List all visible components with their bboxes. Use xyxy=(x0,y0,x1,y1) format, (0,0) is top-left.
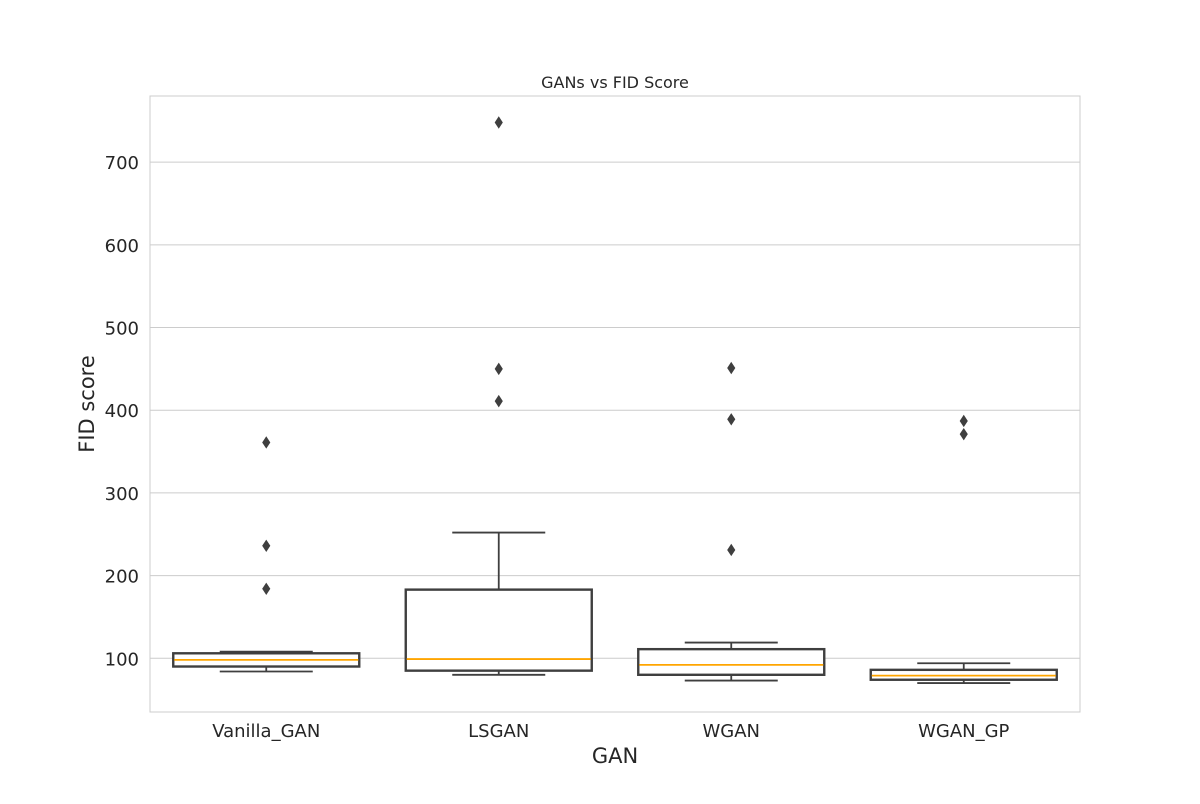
outlier-point xyxy=(959,414,968,428)
box-layer xyxy=(172,116,1058,684)
box-group xyxy=(404,116,593,676)
x-tick-label: Vanilla_GAN xyxy=(212,721,320,742)
outlier-point xyxy=(494,116,503,129)
x-tick-label: WGAN xyxy=(702,721,760,742)
box-body xyxy=(637,647,826,676)
outlier-point xyxy=(727,361,736,375)
box-body xyxy=(404,588,593,672)
y-tick-label: 500 xyxy=(105,319,139,340)
outlier-point xyxy=(727,543,736,557)
grid-layer xyxy=(150,161,1080,659)
x-tick-labels: Vanilla_GAN LSGAN WGAN WGAN_GP xyxy=(212,721,1009,742)
outlier-point xyxy=(959,427,968,441)
outlier-point xyxy=(494,394,503,408)
y-tick-label: 400 xyxy=(105,401,139,422)
box-group xyxy=(637,361,826,682)
x-tick-label: WGAN_GP xyxy=(918,721,1009,742)
box-group xyxy=(869,414,1058,684)
y-tick-label: 100 xyxy=(105,649,139,670)
axes-frame xyxy=(149,95,1081,713)
y-axis-label: FID score xyxy=(75,355,99,453)
chart-title: GANs vs FID Score xyxy=(541,73,689,92)
outlier-point xyxy=(727,413,736,426)
y-tick-label: 300 xyxy=(105,484,139,505)
outlier-point xyxy=(494,362,503,376)
y-tick-labels: 100 200 300 400 500 600 700 xyxy=(105,153,139,670)
outlier-point xyxy=(262,539,271,553)
y-tick-label: 600 xyxy=(105,236,139,257)
x-axis-label: GAN xyxy=(592,744,638,768)
y-tick-label: 200 xyxy=(105,567,139,588)
outlier-point xyxy=(262,582,271,596)
x-tick-label: LSGAN xyxy=(468,721,529,742)
y-tick-label: 700 xyxy=(105,153,139,174)
outlier-point xyxy=(262,436,271,449)
box-group xyxy=(172,436,361,673)
